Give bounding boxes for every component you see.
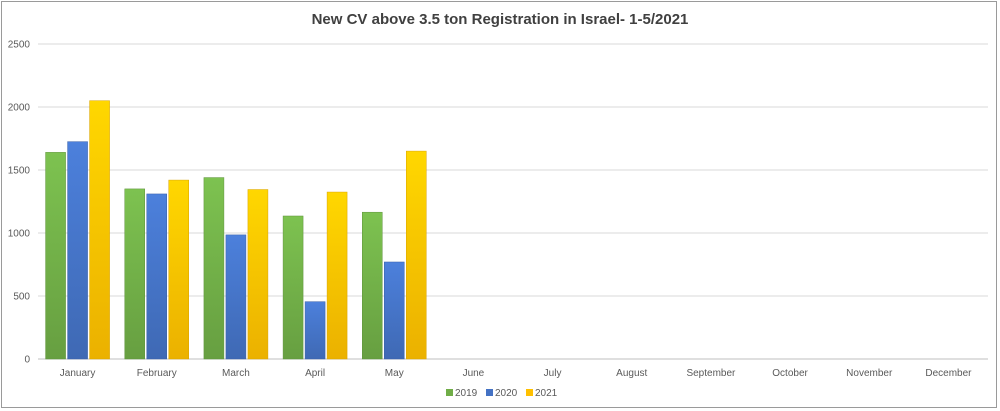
legend-swatch-2020 [486, 389, 493, 396]
x-tick-label: September [686, 368, 736, 379]
legend-label-2021: 2021 [535, 388, 558, 399]
x-tick-label: January [60, 368, 96, 379]
x-tick-label: February [137, 368, 177, 379]
x-tick-label: July [544, 368, 562, 379]
bar-2020-april [304, 301, 326, 360]
y-tick-label: 500 [13, 292, 30, 303]
bar-2020-january [67, 141, 88, 360]
bar-2020-may [384, 261, 405, 360]
y-tick-label: 1500 [8, 166, 31, 177]
gridlines [38, 43, 988, 360]
chart-title: New CV above 3.5 ton Registration in Isr… [312, 11, 689, 28]
y-tick-label: 2500 [8, 40, 31, 51]
legend-label-2019: 2019 [455, 388, 478, 399]
y-axis-ticks: 0 500 1000 1500 2000 2500 [8, 40, 31, 366]
x-tick-label: October [772, 368, 808, 379]
legend-swatch-2021 [526, 389, 533, 396]
bar-2020-february [146, 193, 167, 360]
bar-2021-may [406, 150, 427, 360]
x-tick-label: March [222, 368, 250, 379]
bar-2019-april [282, 215, 304, 360]
y-tick-label: 2000 [8, 103, 31, 114]
bar-2019-march [203, 177, 225, 360]
bar-2019-february [124, 188, 145, 360]
x-axis-ticks: January February March April May June July Augu… [60, 368, 972, 379]
legend-label-2020: 2020 [495, 388, 518, 399]
y-tick-label: 0 [24, 355, 30, 366]
bar-2021-march [247, 189, 269, 360]
bar-2020-march [225, 234, 247, 360]
bar-2021-january [89, 100, 110, 360]
bar-2021-april [326, 191, 348, 360]
bars [45, 100, 427, 360]
y-tick-label: 1000 [8, 229, 31, 240]
x-tick-label: June [463, 368, 485, 379]
legend-swatch-2019 [446, 389, 453, 396]
x-tick-label: May [385, 368, 404, 379]
x-tick-label: November [846, 368, 893, 379]
bar-2021-february [168, 179, 189, 360]
legend: 2019 2020 2021 [446, 388, 558, 399]
bar-2019-january [45, 152, 66, 360]
x-tick-label: April [305, 368, 325, 379]
x-tick-label: August [616, 368, 647, 379]
x-tick-label: December [925, 368, 972, 379]
bar-2019-may [362, 211, 383, 360]
